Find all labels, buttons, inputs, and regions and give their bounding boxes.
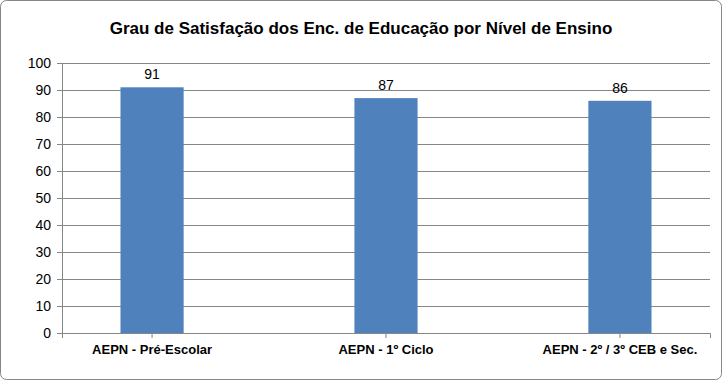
y-axis-line [57,64,63,334]
data-label: 87 [378,77,394,93]
grid-line [62,63,710,64]
y-tick: 90 [35,82,62,98]
y-tick: 10 [35,298,62,314]
x-tick: AEPN - 2º / 3º CEB e Sec. [543,333,698,357]
y-tick: 20 [35,271,62,287]
y-tick: 50 [35,190,62,206]
data-label: 86 [612,80,628,96]
y-tick-mark [57,90,62,91]
y-tick-mark [57,306,62,307]
bar [120,87,183,333]
bars [120,87,651,333]
chart-title: Grau de Satisfação dos Enc. de Educação … [110,19,613,38]
y-tick: 100 [28,55,62,71]
x-axis-line [63,334,711,339]
x-axis: AEPN - Pré-Escolar AEPN - 1º Ciclo AEPN - … [63,333,711,357]
chart-frame [1,1,722,380]
y-tick-label: 70 [35,136,51,152]
x-tick-label: AEPN - 2º / 3º CEB e Sec. [543,342,698,357]
y-tick: 60 [35,163,62,179]
y-tick-label: 80 [35,109,51,125]
y-tick-mark [57,252,62,253]
y-tick-mark [57,117,62,118]
y-axis: 0 10 20 30 40 50 60 70 80 90 100 [28,55,63,341]
y-tick: 0 [43,325,62,341]
y-tick-label: 30 [35,244,51,260]
bar [588,101,651,333]
y-tick-label: 10 [35,298,51,314]
data-label: 91 [144,66,160,82]
x-tick-mark [619,333,620,338]
y-tick-label: 40 [35,217,51,233]
y-tick-label: 100 [28,55,52,71]
y-tick-mark [57,279,62,280]
y-tick-mark [57,333,62,334]
y-tick-label: 90 [35,82,51,98]
y-tick: 80 [35,109,62,125]
y-tick: 40 [35,217,62,233]
y-tick-mark [57,171,62,172]
y-tick-mark [57,198,62,199]
y-tick-label: 20 [35,271,51,287]
bar [354,98,417,333]
grid [62,63,710,333]
y-tick-mark [57,225,62,226]
y-tick: 70 [35,136,62,152]
y-tick-label: 0 [43,325,51,341]
y-tick-label: 60 [35,163,51,179]
x-tick: AEPN - 1º Ciclo [338,333,433,357]
y-tick: 30 [35,244,62,260]
chart: Grau de Satisfação dos Enc. de Educação … [0,0,722,380]
y-tick-mark [57,144,62,145]
x-tick-label: AEPN - Pré-Escolar [92,342,212,357]
x-tick: AEPN - Pré-Escolar [92,333,212,357]
x-tick-mark [152,333,153,338]
y-tick-label: 50 [35,190,51,206]
plot-area: 0 10 20 30 40 50 60 70 80 90 100 AEPN - Pré-Escolar… [28,55,711,357]
x-tick-mark [386,333,387,338]
x-tick-label: AEPN - 1º Ciclo [338,342,433,357]
y-tick-mark [57,63,62,64]
data-labels: 91 87 86 [144,66,628,96]
